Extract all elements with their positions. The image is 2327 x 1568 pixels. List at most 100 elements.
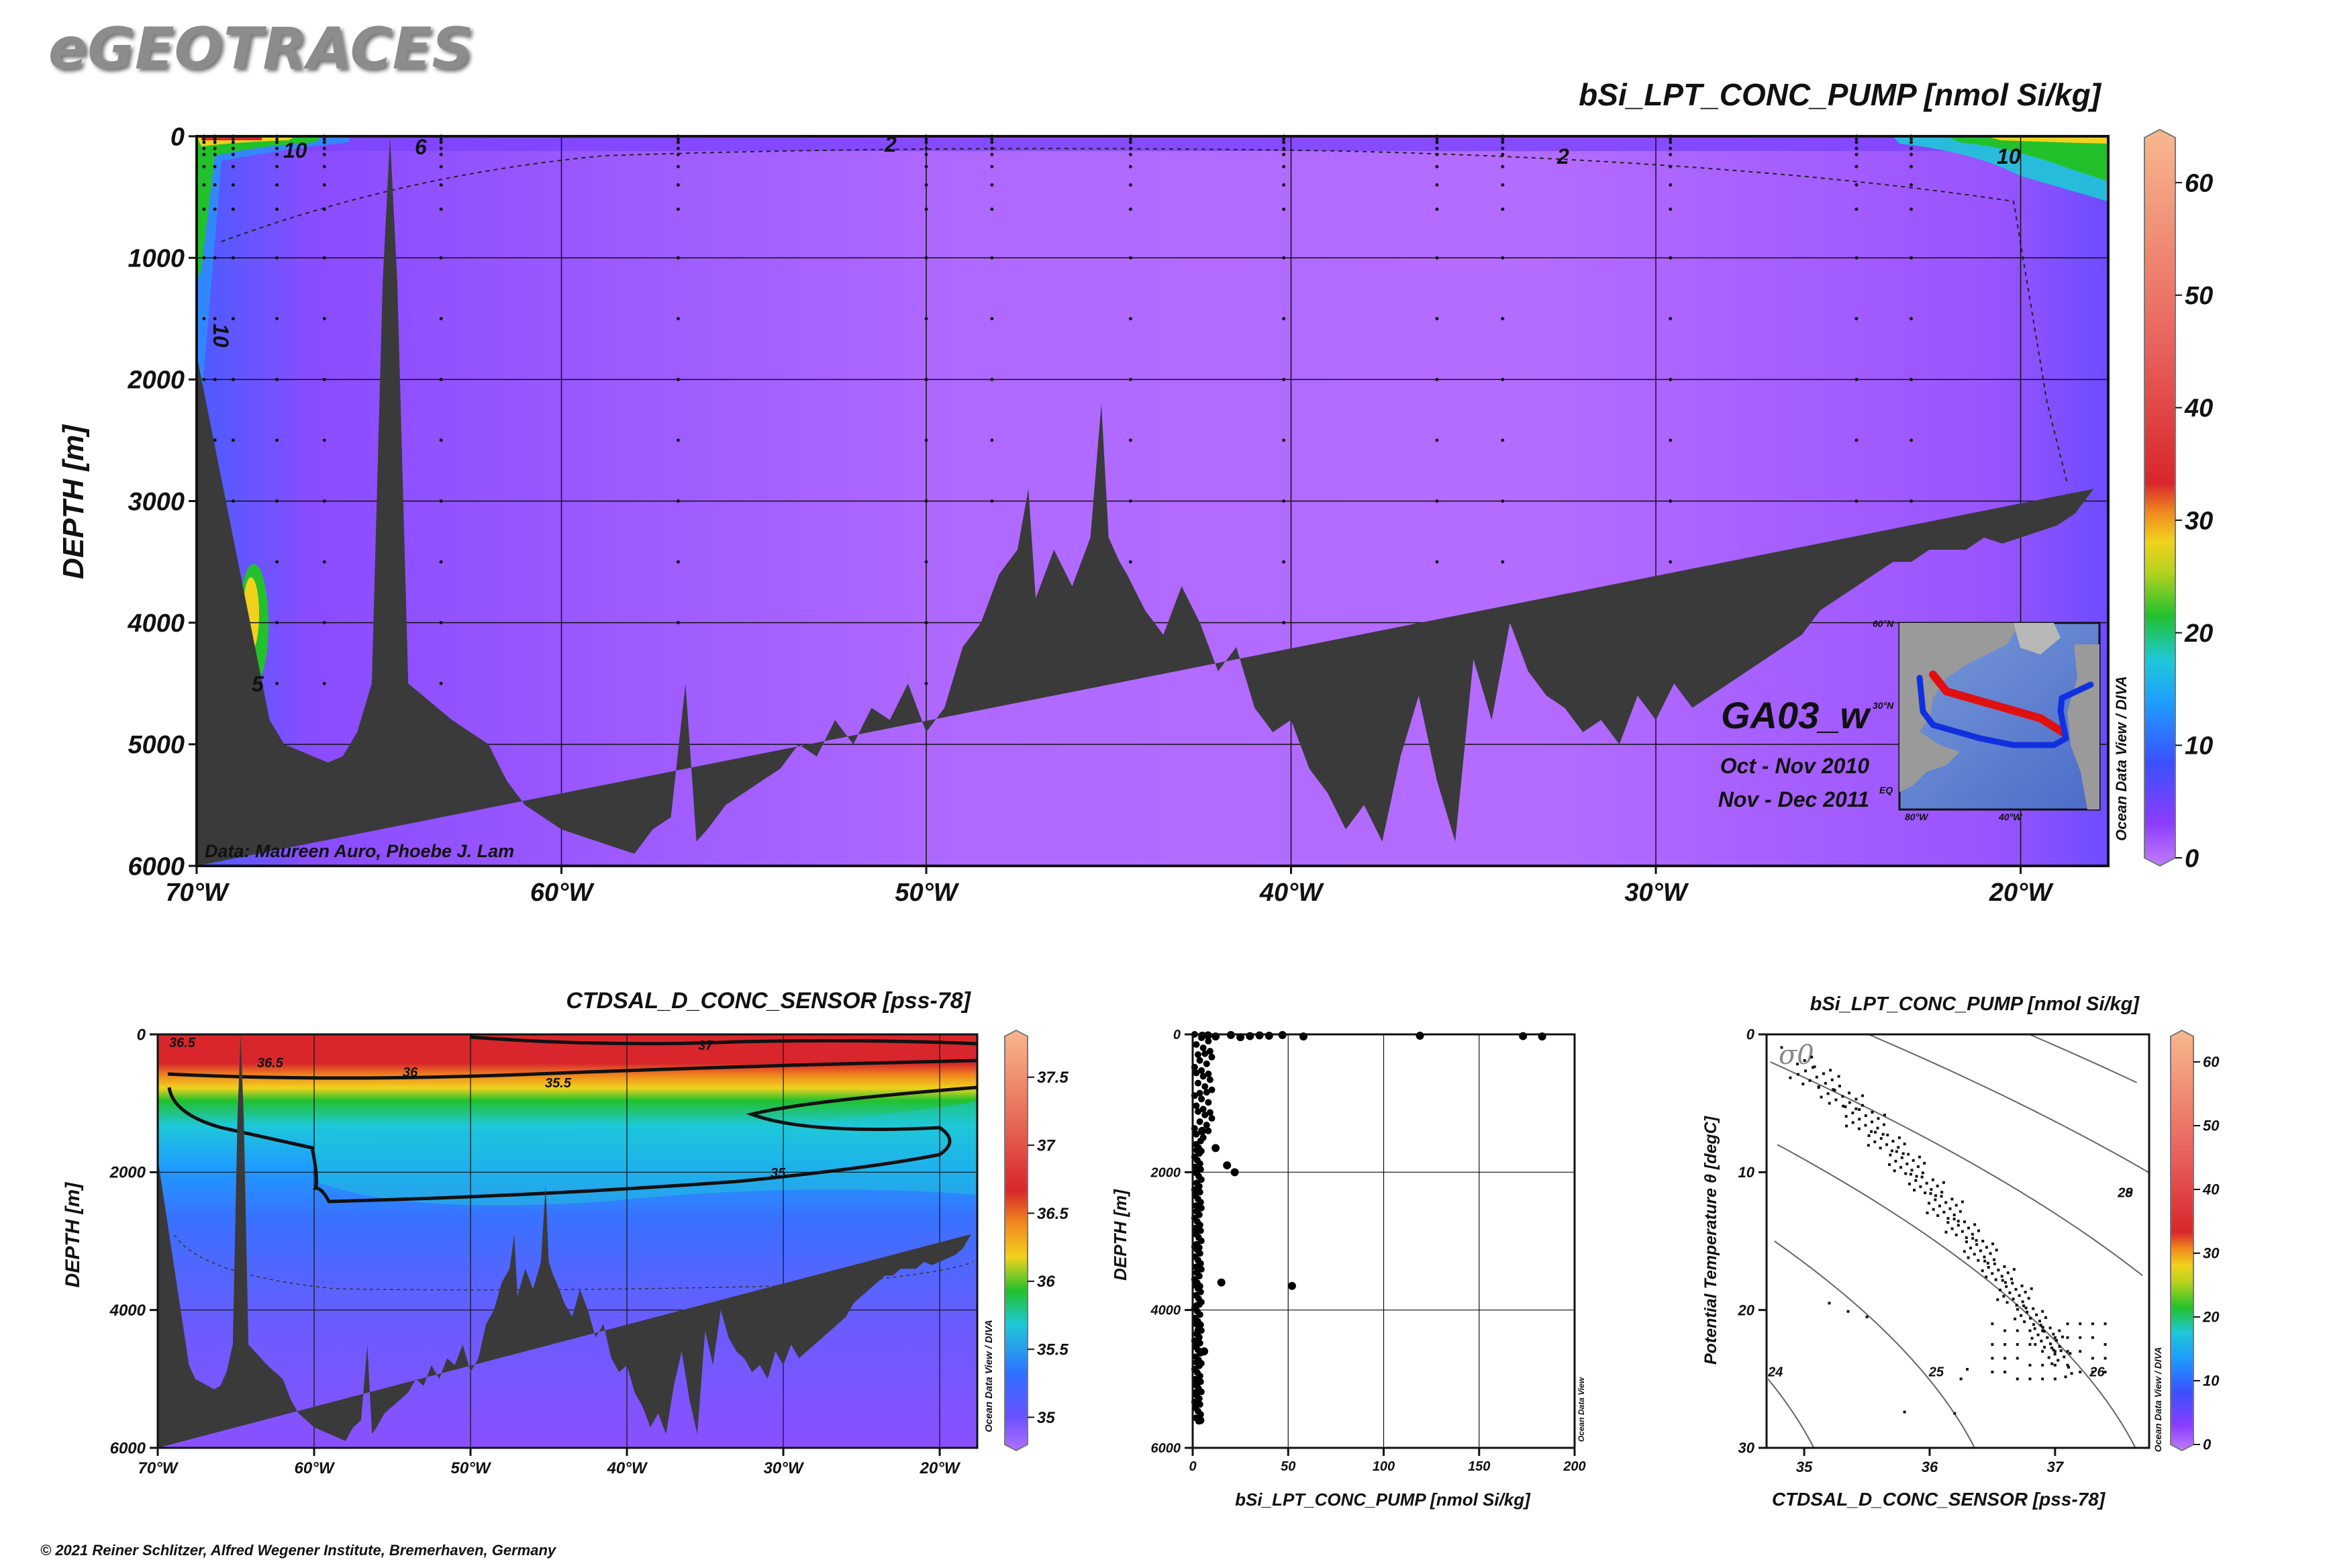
profile-point [1246,1032,1254,1040]
x-tick-label: 20°W [920,1459,961,1477]
ts-point [2041,1377,2044,1381]
ts-point [2103,1343,2107,1346]
sample-point [275,438,279,442]
contour-label: 36.5 [169,1036,196,1050]
y-tick-label: 5000 [128,731,185,759]
ts-point [1925,1181,1928,1185]
ts-point [2061,1335,2064,1338]
ts-point [2103,1357,2107,1360]
ts-point [2020,1284,2024,1287]
ts-point [1991,1242,1995,1246]
ts-point [1867,1144,1870,1147]
ts-point [1841,1095,1844,1098]
colorbar-tick-label: 0 [2185,844,2199,873]
x-tick-label: 200 [1563,1459,1585,1474]
profile-point [1197,1204,1205,1212]
main-y-ticks: 0 1000 2000 3000 4000 5000 6000 [127,123,197,881]
main-colorbar [2144,128,2176,867]
sample-point [1282,560,1286,564]
data-credit: Data: Maureen Auro, Phoebe J. Lam [205,841,514,861]
profile-point [1201,1112,1209,1119]
sample-point [1910,499,1914,503]
ts-point [2002,1295,2006,1298]
ts-point [2091,1357,2094,1360]
y-tick-label: 0 [170,123,185,151]
ts-point [1894,1159,1897,1163]
ts-point [2066,1350,2069,1353]
ts-point [2040,1339,2043,1342]
sample-point [275,140,279,144]
ts-point [2042,1330,2046,1333]
profile-point [1203,1089,1210,1096]
colorbar-tick-label: 36.5 [1037,1205,1069,1223]
sample-point [202,377,206,381]
profile-point [1196,1401,1203,1408]
sample-point [1435,377,1439,381]
ts-point [2063,1355,2066,1359]
profile-point [1193,1102,1200,1110]
ts-point [1885,1143,1889,1146]
sample-point [275,164,279,168]
sample-point [1128,560,1132,564]
ts-point [1803,1059,1806,1063]
sample-point [439,256,443,260]
profile-point [1196,1057,1203,1064]
colorbar-tick-label: 50 [2185,282,2213,310]
profile-x-ticks: 0 50 100 150 200 [1189,1448,1586,1474]
ts-point [2012,1297,2015,1301]
ts-point [1999,1288,2002,1291]
sample-point [990,256,994,260]
ts-point [1971,1236,1975,1240]
sample-point [676,560,680,564]
ts-point [2003,1265,2006,1268]
sample-point [676,183,680,187]
ts-point [1873,1140,1877,1144]
sample-point [275,377,279,381]
software-credit: Ocean Data View / DIVA [2113,676,2130,841]
main-chart-title: bSi_LPT_CONC_PUMP [nmol Si/kg] [1579,77,2102,112]
sample-point [322,256,326,260]
ts-point [2054,1338,2058,1342]
sample-point [990,164,994,168]
isopycnal-line [1774,1240,1975,1449]
sample-point [990,140,994,144]
ts-point [1889,1153,1892,1157]
ts-point [2028,1377,2032,1381]
salinity-y-axis-label: DEPTH [m] [62,1182,84,1288]
ts-x-ticks: 35 36 37 [1796,1448,2065,1475]
y-tick-label: 2000 [127,366,185,395]
profile-point [1230,1168,1239,1177]
ts-point [2000,1275,2003,1278]
cruise-track-2011 [1916,675,2094,748]
salinity-field [158,1034,977,1448]
sample-point [322,499,326,503]
sample-point [275,621,279,625]
sample-point [213,164,217,168]
ts-point [1854,1107,1858,1110]
colorbar-tick-label: 20 [2184,620,2213,648]
sample-point [990,146,994,150]
sigma0-symbol: σ0 [1779,1040,1814,1071]
ts-point [2091,1336,2094,1339]
profile-point [1195,1362,1203,1369]
ts-point [1994,1278,1997,1281]
colorbar-tick-label: 40 [2202,1181,2220,1198]
ts-point [1940,1191,1944,1194]
ts-point [1929,1192,1932,1195]
ts-point [1944,1230,1948,1234]
profile-point [1193,1130,1200,1138]
profile-point [1199,1073,1207,1080]
profile-point [1203,1122,1210,1129]
sample-point [1669,152,1673,156]
sample-point [676,377,680,381]
profile-point [1223,1161,1232,1170]
sample-point [322,146,326,150]
x-tick-label: 40°W [607,1459,648,1477]
sample-point [676,438,680,442]
profile-gridlines [1192,1034,1575,1449]
ts-point [1895,1150,1898,1153]
profile-point [1205,1099,1212,1106]
main-surface-band [197,136,2108,151]
ts-point [1915,1175,1918,1178]
ts-point [1888,1163,1891,1167]
